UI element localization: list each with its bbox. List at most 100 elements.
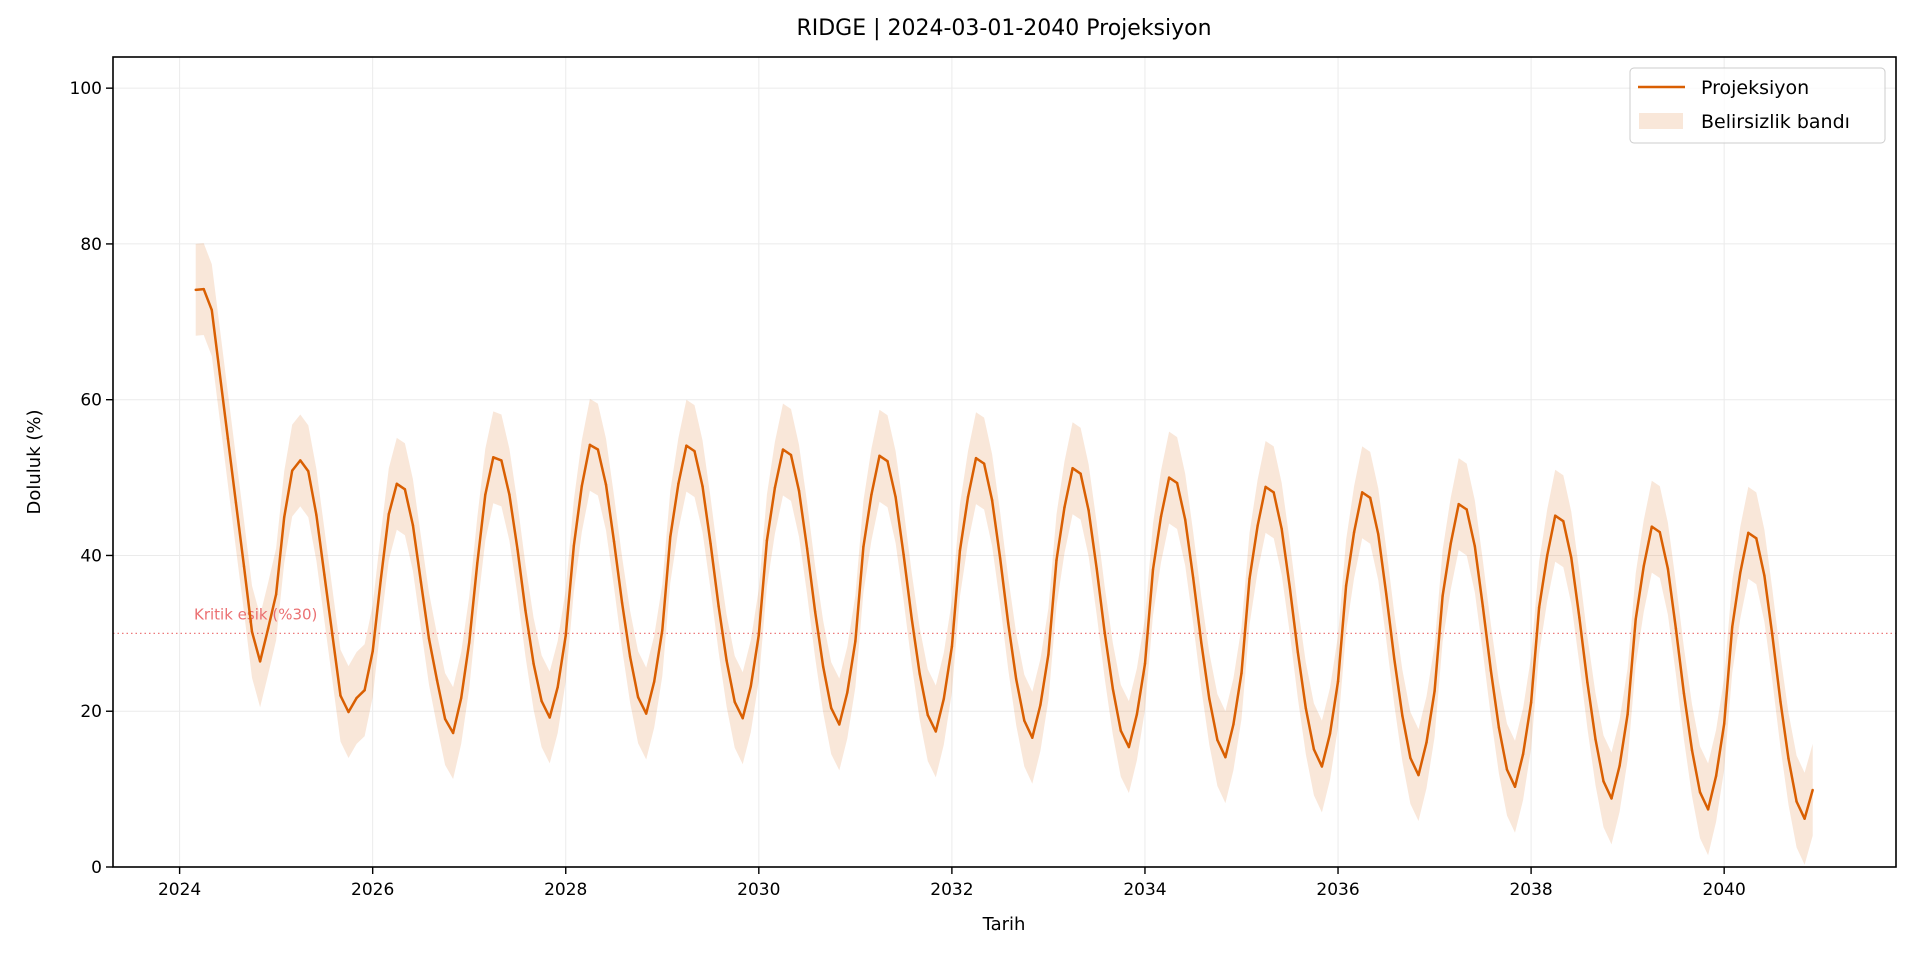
data-point xyxy=(1256,524,1259,528)
data-point xyxy=(1232,723,1235,726)
data-point xyxy=(1481,604,1485,608)
data-point xyxy=(998,557,1002,560)
x-axis-ticks: 2024 2026 2028 2030 2032 2034 2036 2038 2040 xyxy=(158,867,1746,900)
data-point xyxy=(1779,700,1782,704)
data-point xyxy=(307,470,310,473)
data-point xyxy=(894,495,897,499)
data-point xyxy=(387,512,390,516)
data-point xyxy=(194,288,197,292)
data-point xyxy=(508,493,511,496)
data-point xyxy=(958,549,962,552)
data-point xyxy=(1119,729,1123,732)
legend-label-band: Belirsizlik bandı xyxy=(1701,111,1850,133)
data-point xyxy=(1634,618,1637,621)
data-point xyxy=(1771,634,1774,637)
data-point xyxy=(902,553,905,556)
data-point xyxy=(1328,732,1332,736)
x-tick-label: 2026 xyxy=(351,880,394,900)
data-point xyxy=(226,437,230,440)
threshold-label: Kritik eşik (%30) xyxy=(194,605,317,623)
data-point xyxy=(1135,713,1139,716)
data-point xyxy=(1602,780,1605,783)
data-point xyxy=(532,662,535,665)
data-point xyxy=(299,459,302,462)
data-point xyxy=(1787,757,1790,760)
data-point xyxy=(1393,657,1396,661)
data-point xyxy=(1264,485,1267,489)
data-point xyxy=(1079,472,1082,475)
data-point xyxy=(846,691,849,694)
data-point xyxy=(258,660,262,663)
data-point xyxy=(1063,505,1066,509)
data-point xyxy=(1095,567,1098,570)
legend-box xyxy=(1629,67,1886,144)
data-point xyxy=(870,493,873,496)
data-point xyxy=(1175,481,1179,485)
data-point xyxy=(765,539,769,542)
y-tick-label: 80 xyxy=(80,235,102,255)
y-tick-label: 40 xyxy=(80,546,102,566)
data-point xyxy=(838,723,841,726)
data-point xyxy=(540,699,543,703)
data-point xyxy=(459,696,463,700)
data-point xyxy=(773,486,777,489)
data-point xyxy=(1497,726,1501,729)
data-point xyxy=(1489,669,1493,672)
data-point xyxy=(484,493,487,496)
data-point xyxy=(492,456,495,459)
data-point xyxy=(1554,514,1557,517)
data-point xyxy=(1111,687,1114,690)
projection-line xyxy=(195,287,1814,820)
data-point xyxy=(1200,641,1203,644)
data-point xyxy=(1658,530,1662,534)
data-point xyxy=(1071,467,1074,470)
legend-label-projection: Projeksiyon xyxy=(1701,77,1809,99)
data-point xyxy=(1336,680,1340,683)
data-point xyxy=(926,713,929,717)
data-point xyxy=(218,372,222,376)
data-point xyxy=(323,573,326,577)
data-point xyxy=(1731,625,1734,629)
x-tick-label: 2034 xyxy=(1123,880,1166,900)
data-point xyxy=(1344,584,1348,588)
data-point xyxy=(419,580,423,584)
data-point xyxy=(1722,722,1726,725)
data-point xyxy=(1304,706,1308,710)
data-point xyxy=(210,308,213,312)
data-point xyxy=(556,685,559,689)
data-point xyxy=(1039,703,1042,707)
data-point xyxy=(1224,755,1227,759)
data-point xyxy=(572,544,575,548)
data-point xyxy=(1529,701,1533,704)
data-point xyxy=(516,548,519,551)
data-point xyxy=(274,593,278,596)
data-point xyxy=(1401,714,1404,718)
data-point xyxy=(1385,593,1388,596)
data-point xyxy=(363,689,366,692)
data-point xyxy=(813,610,817,613)
data-point xyxy=(1240,671,1243,675)
data-point xyxy=(435,678,439,682)
data-point xyxy=(942,697,946,700)
data-point xyxy=(1642,565,1645,568)
data-point xyxy=(878,454,881,457)
data-point xyxy=(1618,764,1621,767)
data-point xyxy=(1377,533,1380,536)
data-point xyxy=(653,680,656,683)
x-tick-label: 2038 xyxy=(1509,880,1552,900)
data-point xyxy=(1127,745,1131,749)
data-point xyxy=(443,717,447,721)
data-point xyxy=(717,604,720,608)
data-point xyxy=(604,483,608,486)
data-point xyxy=(355,696,358,700)
x-tick-label: 2040 xyxy=(1703,880,1746,900)
data-point xyxy=(1457,502,1460,506)
data-point xyxy=(1417,773,1420,777)
data-point xyxy=(1449,542,1452,545)
data-point xyxy=(1763,574,1766,577)
data-point xyxy=(427,637,431,640)
data-point xyxy=(1811,788,1814,792)
data-point xyxy=(1626,713,1629,716)
data-point xyxy=(1312,748,1316,751)
